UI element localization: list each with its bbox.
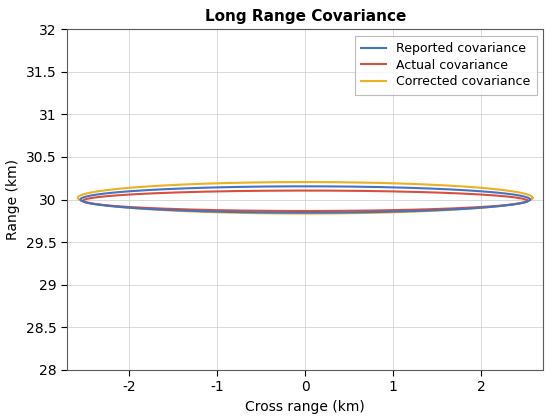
Actual covariance bbox=[87, 196, 94, 201]
Y-axis label: Range (km): Range (km) bbox=[7, 159, 21, 240]
Line: Corrected covariance: Corrected covariance bbox=[78, 182, 533, 213]
Reported covariance bbox=[526, 197, 533, 202]
Actual covariance bbox=[521, 200, 528, 205]
Reported covariance bbox=[526, 197, 533, 202]
Reported covariance bbox=[78, 196, 85, 201]
Corrected covariance bbox=[82, 192, 88, 197]
Line: Actual covariance: Actual covariance bbox=[83, 191, 528, 211]
Corrected covariance bbox=[529, 195, 536, 200]
Reported covariance bbox=[302, 210, 309, 215]
Reported covariance bbox=[302, 184, 309, 189]
Corrected covariance bbox=[302, 179, 309, 184]
Corrected covariance bbox=[526, 198, 533, 203]
Reported covariance bbox=[356, 210, 362, 215]
Actual covariance bbox=[302, 188, 309, 193]
Actual covariance bbox=[81, 197, 87, 202]
X-axis label: Cross range (km): Cross range (km) bbox=[245, 399, 365, 414]
Legend: Reported covariance, Actual covariance, Corrected covariance: Reported covariance, Actual covariance, … bbox=[355, 36, 537, 94]
Corrected covariance bbox=[529, 195, 536, 200]
Reported covariance bbox=[515, 193, 522, 198]
Actual covariance bbox=[524, 198, 531, 203]
Corrected covariance bbox=[302, 211, 309, 216]
Corrected covariance bbox=[75, 194, 82, 199]
Actual covariance bbox=[524, 198, 531, 203]
Actual covariance bbox=[520, 200, 527, 205]
Corrected covariance bbox=[517, 190, 524, 195]
Actual covariance bbox=[302, 208, 309, 213]
Title: Long Range Covariance: Long Range Covariance bbox=[204, 9, 406, 24]
Reported covariance bbox=[523, 200, 530, 205]
Line: Reported covariance: Reported covariance bbox=[81, 186, 530, 213]
Corrected covariance bbox=[526, 198, 533, 203]
Reported covariance bbox=[523, 199, 530, 204]
Corrected covariance bbox=[356, 210, 363, 215]
Actual covariance bbox=[355, 208, 362, 213]
Reported covariance bbox=[84, 194, 91, 199]
Actual covariance bbox=[512, 195, 519, 200]
